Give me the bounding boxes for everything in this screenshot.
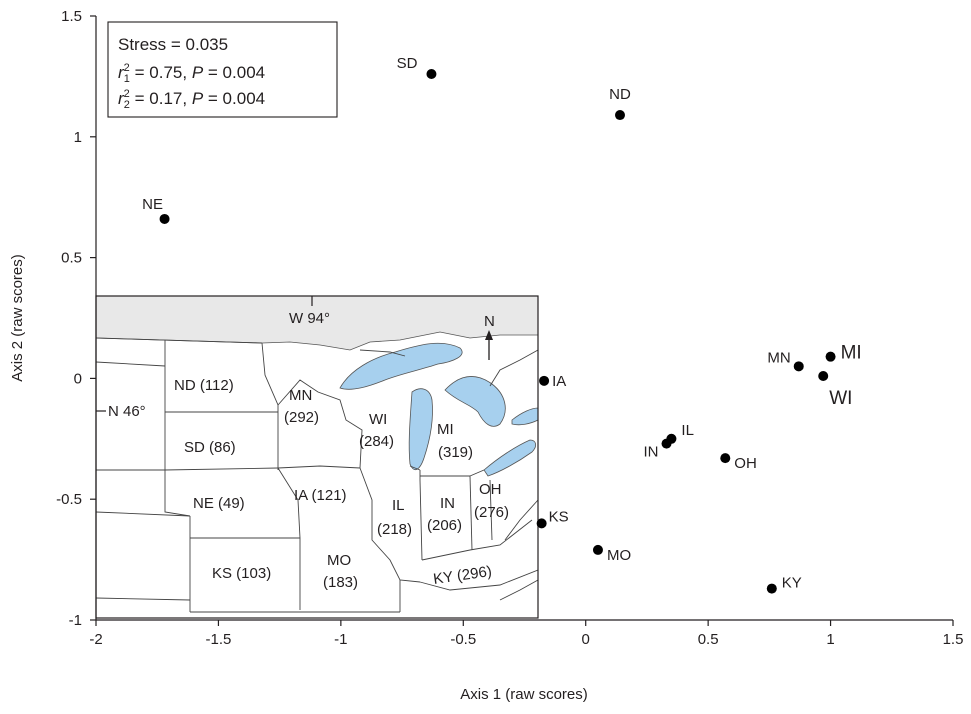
y-tick-label: -0.5 <box>56 491 82 508</box>
point-label-ne: NE <box>142 196 163 213</box>
y-tick-label: 1 <box>74 129 82 146</box>
stats-box: Stress = 0.035 r2 1 = 0.75, P = 0.004 r2 2… <box>107 21 338 118</box>
y-axis-title: Axis 2 (raw scores) <box>9 254 26 382</box>
x-tick-label: 1.5 <box>943 631 964 648</box>
lake-huron <box>444 376 506 427</box>
points-group: SD ND NE IA MN MI WI IL IN OH KS MO KY <box>142 55 862 594</box>
state-ia: IA (121) <box>294 487 347 504</box>
x-tick-label: 0.5 <box>698 631 719 648</box>
y-tick-label: 0.5 <box>61 250 82 267</box>
state-mi-count: (319) <box>438 444 473 461</box>
state-wi-name: WI <box>369 411 387 428</box>
x-axis-title: Axis 1 (raw scores) <box>460 686 588 703</box>
point-ne <box>159 213 170 224</box>
axes <box>95 16 953 621</box>
point-label-il: IL <box>681 422 694 439</box>
state-in-count: (206) <box>427 517 462 534</box>
state-wi-count: (284) <box>359 433 394 450</box>
point-label-mn: MN <box>767 349 790 366</box>
state-ne: NE (49) <box>193 495 245 512</box>
point-label-oh: OH <box>734 455 757 472</box>
y-tick-label: 0 <box>74 370 82 387</box>
state-oh-name: OH <box>479 481 502 498</box>
point-nd <box>614 110 625 121</box>
point-label-wi: WI <box>829 388 852 409</box>
point-label-ia: IA <box>552 373 566 390</box>
point-ia <box>539 375 550 386</box>
point-label-ky: KY <box>782 575 802 592</box>
x-tick-label: -1.5 <box>205 631 231 648</box>
r2-axis2-line: r2 2 = 0.17, P = 0.004 <box>118 88 265 111</box>
point-in <box>661 438 672 449</box>
point-ky <box>766 583 777 594</box>
north-arrow <box>485 330 493 360</box>
parallel-label: N 46° <box>108 403 146 420</box>
state-mo-count: (183) <box>323 574 358 591</box>
point-label-ks: KS <box>549 508 569 525</box>
x-tick-label: -1 <box>334 631 347 648</box>
r2-axis1-line: r2 1 = 0.75, P = 0.004 <box>118 62 265 85</box>
state-mn-name: MN <box>289 387 312 404</box>
point-mn <box>793 361 804 372</box>
lake-erie <box>483 439 536 477</box>
state-ks: KS (103) <box>212 565 271 582</box>
state-borders <box>96 337 538 613</box>
x-tick-label: -0.5 <box>450 631 476 648</box>
point-ks <box>536 518 547 529</box>
state-sd: SD (86) <box>184 439 236 456</box>
north-label: N <box>484 313 495 330</box>
point-label-mo: MO <box>607 547 631 564</box>
state-oh-count: (276) <box>474 504 509 521</box>
state-il-name: IL <box>392 497 405 514</box>
tick-group: -2 -1.5 -1 -0.5 0 0.5 1 1.5 -1 -0.5 0 0.5 1 1.5 <box>56 8 963 648</box>
point-wi <box>818 370 829 381</box>
state-mn-count: (292) <box>284 409 319 426</box>
state-nd: ND (112) <box>174 377 234 394</box>
meridian-label: W 94° <box>289 310 330 327</box>
point-oh <box>720 453 731 464</box>
x-tick-label: 0 <box>582 631 590 648</box>
point-label-in: IN <box>644 444 659 461</box>
point-label-nd: ND <box>609 86 631 103</box>
x-tick-label: -2 <box>89 631 102 648</box>
canada-region <box>96 296 538 351</box>
lake-michigan <box>408 388 433 471</box>
lake-superior <box>339 342 463 390</box>
x-tick-label: 1 <box>826 631 834 648</box>
y-tick-label: 1.5 <box>61 8 82 25</box>
point-mi <box>825 351 836 362</box>
state-in-name: IN <box>440 495 455 512</box>
point-label-mi: MI <box>841 343 862 364</box>
point-sd <box>426 68 437 79</box>
lake-ontario <box>511 407 538 426</box>
stress-line: Stress = 0.035 <box>118 35 228 54</box>
inset-map: W 94° N 46° N ND (112) SD (86) NE (49) K… <box>95 295 539 619</box>
y-tick-label: -1 <box>69 612 82 629</box>
state-mo-name: MO <box>327 552 351 569</box>
point-label-sd: SD <box>397 55 418 72</box>
point-mo <box>592 544 603 555</box>
state-il-count: (218) <box>377 521 412 538</box>
state-mi-name: MI <box>437 421 454 438</box>
